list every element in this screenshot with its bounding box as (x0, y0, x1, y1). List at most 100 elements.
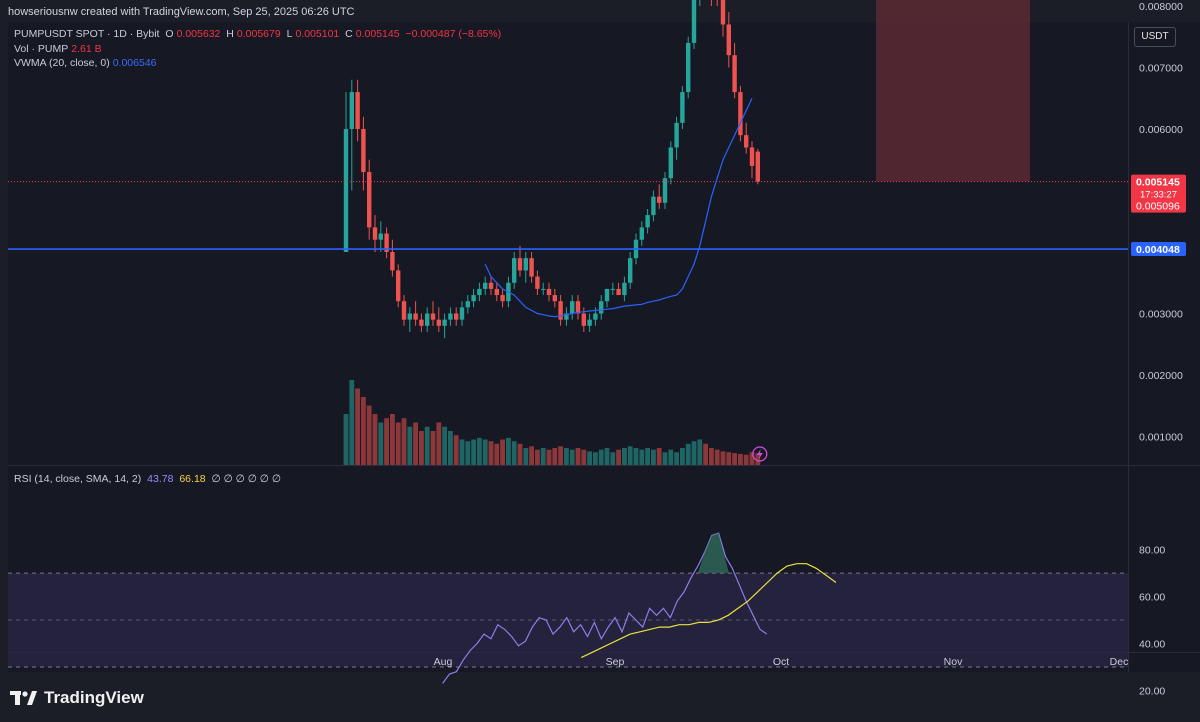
volume-bar (604, 448, 610, 465)
candle-body (401, 301, 407, 320)
volume-bar (569, 449, 575, 465)
time-tick-label: Nov (944, 656, 963, 668)
candle-body (361, 129, 366, 173)
volume-legend[interactable]: Vol · PUMP 2.61 B (14, 43, 105, 55)
volume-bar (738, 453, 743, 465)
candle-body (662, 178, 668, 203)
flash-icon-bolt (756, 449, 763, 459)
candle-body (419, 319, 424, 326)
price-tick-label: 0.003000 (1139, 309, 1183, 321)
volume-bar (500, 439, 505, 465)
candle-body (535, 276, 540, 289)
candle-body (599, 301, 604, 314)
candle-body (755, 151, 760, 182)
volume-bar (575, 448, 581, 465)
volume-bar (372, 414, 378, 465)
rsi-label: RSI (14, close, SMA, 14, 2) (14, 473, 142, 485)
rsi-extra-values: ∅ ∅ ∅ ∅ ∅ ∅ (211, 473, 282, 485)
volume-bar (627, 446, 633, 465)
close-label: C (345, 28, 353, 40)
candle-body (726, 24, 731, 56)
candle-body (680, 92, 685, 123)
volume-bar (709, 448, 714, 465)
price-tick-label: 0.008000 (1139, 1, 1183, 13)
vwma-value: 0.006546 (112, 57, 157, 69)
volume-bar (593, 452, 598, 465)
symbol-legend: PUMPUSDT SPOT · 1D · Bybit O 0.005632 H 0.… (14, 28, 504, 40)
candle-body (616, 288, 621, 296)
price-tick-label: 0.007000 (1139, 63, 1183, 75)
volume-bar (343, 414, 349, 465)
candle-body (657, 196, 662, 203)
candle-body (343, 129, 349, 252)
volume-bar (523, 448, 529, 465)
volume-bar (691, 441, 697, 465)
volume-bar (390, 414, 395, 465)
rsi-tick-label: 40.00 (1139, 639, 1165, 651)
brand-name: TradingView (44, 688, 144, 707)
price-tick-label: 0.001000 (1139, 432, 1183, 444)
rsi-legend[interactable]: RSI (14, close, SMA, 14, 2) 43.78 66.18 … (14, 473, 284, 485)
volume-bar (639, 449, 645, 465)
level-price-label: 0.004048 (1136, 244, 1180, 256)
candle-body (651, 196, 656, 216)
volume-bar (598, 449, 604, 465)
volume-bar (645, 448, 650, 465)
volume-bar (743, 454, 749, 465)
high-value: 0.005679 (236, 28, 281, 40)
volume-bar (401, 418, 407, 465)
candle-body (628, 258, 633, 283)
volume-bar (453, 435, 459, 465)
low-label: L (286, 28, 293, 40)
candle-body (396, 270, 401, 302)
credit-text: howseriousnw created with TradingView.co… (8, 6, 355, 18)
volume-bar (616, 449, 621, 465)
tradingview-logo-icon (10, 691, 37, 705)
volume-bar (378, 422, 384, 465)
candle-body (355, 92, 360, 129)
volume-bar (459, 439, 465, 465)
candle-body (448, 313, 453, 320)
volume-bar (749, 452, 755, 465)
volume-bar (726, 452, 732, 465)
candle-body (604, 288, 610, 302)
volume-bar (610, 452, 616, 465)
volume-bar (361, 397, 366, 465)
rsi-tick-label: 60.00 (1139, 592, 1165, 604)
open-label: O (165, 28, 174, 40)
candle-body (668, 147, 673, 179)
volume-bar (546, 449, 552, 465)
candle-body (732, 55, 737, 93)
volume-bar (633, 448, 639, 465)
high-label: H (226, 28, 234, 40)
candle-body (465, 301, 470, 308)
candle-body (430, 313, 436, 320)
tradingview-logo[interactable]: TradingView (10, 688, 144, 708)
candle-body (407, 313, 412, 320)
candle-body (442, 319, 447, 326)
currency-button[interactable]: USDT (1134, 27, 1176, 47)
candle-body (494, 288, 499, 296)
candle-body (558, 301, 563, 320)
symbol-name[interactable]: PUMPUSDT SPOT · 1D · Bybit (14, 28, 160, 40)
candle-body (564, 313, 569, 320)
candle-body (552, 295, 557, 302)
last-price-block (1131, 174, 1186, 213)
position-stop-zone (876, 0, 1030, 182)
candle-body (436, 319, 441, 326)
volume-bar (442, 426, 447, 465)
volume-bar (471, 439, 476, 465)
candle-body (686, 42, 691, 93)
flash-icon (752, 446, 768, 462)
candle-body (587, 319, 592, 326)
vwma-legend[interactable]: VWMA (20, close, 0) 0.006546 (14, 57, 160, 69)
candle-body (471, 295, 476, 302)
volume-bar (714, 449, 720, 465)
candle-body (645, 215, 650, 228)
candle-body (749, 147, 755, 166)
rsi-sma-line (580, 563, 837, 659)
candle-body (413, 313, 418, 320)
vwma-line (484, 98, 753, 318)
rsi-sma-value: 66.18 (179, 473, 206, 485)
